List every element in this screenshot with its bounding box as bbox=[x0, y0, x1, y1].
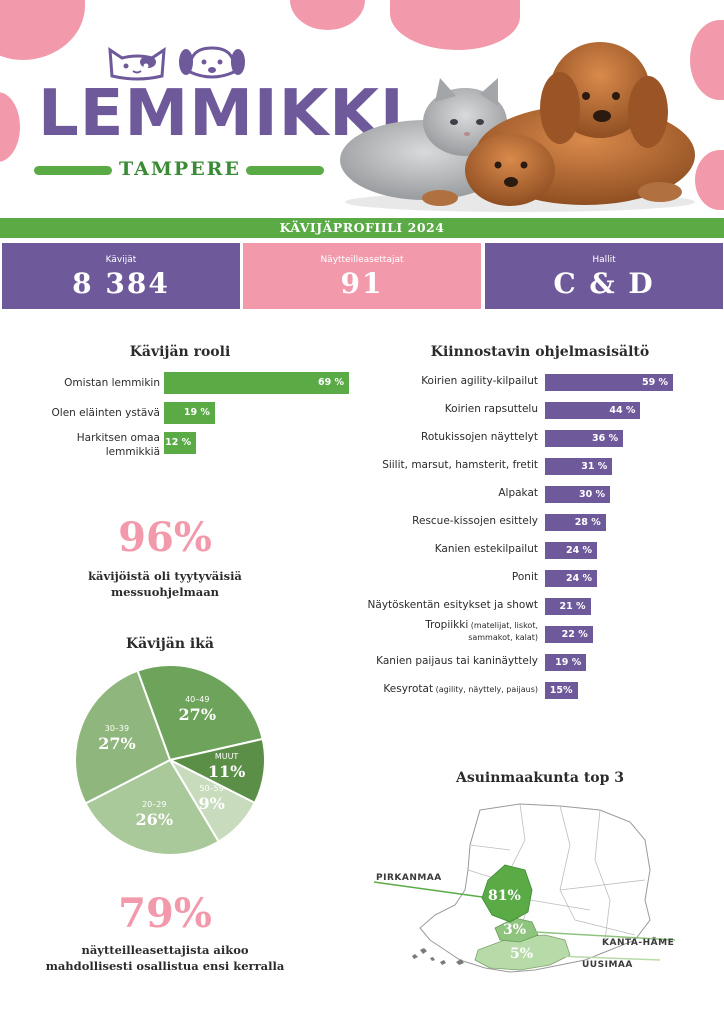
exhibitor-caption: näytteilleasettajista aikoo mahdollisest… bbox=[30, 942, 300, 974]
pirkanmaa-leader-line bbox=[373, 881, 483, 898]
stat-card-exhibitors: Näytteilleasettajat 91 bbox=[243, 243, 481, 309]
logo-subtitle: TAMPERE bbox=[119, 158, 241, 180]
pie-slice-value: 9% bbox=[199, 794, 225, 813]
stat-label: Hallit bbox=[592, 255, 616, 265]
kitten-and-puppy-photo bbox=[340, 42, 695, 212]
region-label-kanta-hame: KANTA-HÄME bbox=[602, 937, 674, 948]
region-pirkanmaa-shape bbox=[481, 864, 533, 923]
region-label-uusimaa: UUSIMAA bbox=[582, 960, 633, 970]
program-bar-label: Tropiikki (matelijat, liskot, sammakot, k… bbox=[425, 619, 538, 642]
region-title: Asuinmaakunta top 3 bbox=[455, 770, 625, 786]
pie-slice-category: 40–49 bbox=[185, 695, 209, 704]
pie-slice-category: MUUT bbox=[215, 752, 239, 761]
role-bar: 12 % bbox=[164, 432, 197, 454]
lemmikki-logo: LEMMIKKI TAMPERE bbox=[30, 38, 404, 188]
program-bar-label: Alpakat bbox=[498, 487, 538, 499]
program-bar-label: Koirien agility-kilpailut bbox=[421, 375, 538, 387]
role-bar-label: Olen eläinten ystävä bbox=[51, 407, 160, 419]
pie-slice-category: 30–39 bbox=[105, 724, 129, 733]
program-bar: 30 % bbox=[545, 486, 611, 503]
program-bar: 44 % bbox=[545, 402, 641, 419]
pie-slice-value: 11% bbox=[208, 762, 245, 781]
program-bar-label: Rotukissojen näyttelyt bbox=[421, 431, 538, 443]
cat-dog-logo-icon bbox=[108, 46, 245, 81]
program-bar: 24 % bbox=[545, 542, 598, 559]
role-bar: 69 % bbox=[164, 372, 349, 394]
program-bar-label: Rescue-kissojen esittely bbox=[412, 515, 538, 527]
role-bar-label: Harkitsen omaa lemmikkiä bbox=[76, 432, 160, 458]
program-bar: 22 % bbox=[545, 626, 593, 643]
stat-card-halls: Hallit C & D bbox=[485, 243, 723, 309]
region-label-pirkanmaa: PIRKANMAA bbox=[376, 873, 442, 883]
program-bar: 36 % bbox=[545, 430, 624, 447]
pie-slice-value: 27% bbox=[98, 734, 135, 753]
region-value-pirkanmaa: 81% bbox=[488, 888, 521, 904]
region-value-uusimaa: 5% bbox=[510, 946, 533, 962]
program-bar: 15% bbox=[545, 682, 578, 699]
satisfaction-caption-line2: messuohjelmaan bbox=[110, 585, 220, 599]
pie-slice bbox=[136, 664, 264, 762]
program-bar-label: Kanien paijaus tai kaninäyttely bbox=[376, 655, 538, 667]
program-interest-title: Kiinnostavin ohjelmasisältö bbox=[430, 344, 650, 360]
pie-slice-category: 20–29 bbox=[142, 800, 166, 809]
stat-value: C & D bbox=[553, 267, 655, 300]
logo-bar-left bbox=[34, 166, 112, 175]
program-bar: 28 % bbox=[545, 514, 606, 531]
program-bar: 19 % bbox=[545, 654, 587, 671]
program-bar: 31 % bbox=[545, 458, 613, 475]
region-value-kanta-hame: 3% bbox=[503, 922, 526, 938]
stat-value: 91 bbox=[340, 267, 384, 300]
logo-bar-right bbox=[246, 166, 324, 175]
program-bar: 24 % bbox=[545, 570, 598, 587]
stat-label: Näytteilleasettajat bbox=[320, 255, 404, 265]
program-bar-label: Kesyrotat (agility, näyttely, paijaus) bbox=[383, 683, 538, 695]
satisfaction-caption-line1: kävijöistä oli tyytyväisiä bbox=[88, 569, 242, 583]
finland-region-map: PIRKANMAA KANTA-HÄME UUSIMAA 81% 3% 5% bbox=[373, 803, 676, 973]
stat-label: Kävijät bbox=[105, 255, 137, 265]
stat-value: 8 384 bbox=[72, 267, 170, 300]
visitor-age-title: Kävijän ikä bbox=[126, 636, 214, 652]
role-bar-label: Omistan lemmikin bbox=[64, 377, 160, 389]
archipelago-islands bbox=[412, 948, 464, 965]
pie-slice bbox=[167, 737, 266, 805]
pie-slice-value: 27% bbox=[179, 705, 216, 724]
logo-wordmark: LEMMIKKI bbox=[38, 77, 405, 151]
program-bar: 21 % bbox=[545, 598, 591, 615]
program-bar-label: Kanien estekilpailut bbox=[434, 543, 538, 555]
pie-slice-value: 26% bbox=[136, 810, 173, 829]
uusimaa-leader-line bbox=[554, 955, 661, 961]
visitor-profile-heading: KÄVIJÄPROFIILI 2024 bbox=[0, 218, 724, 238]
program-bar-label: Siilit, marsut, hamsterit, fretit bbox=[382, 459, 538, 471]
exhibitor-percent: 79% bbox=[118, 890, 212, 937]
satisfaction-caption: kävijöistä oli tyytyväisiä messuohjelmaa… bbox=[50, 568, 280, 600]
satisfaction-percent: 96% bbox=[118, 514, 212, 561]
program-bar-label: Ponit bbox=[511, 571, 538, 583]
stat-card-visitors: Kävijät 8 384 bbox=[2, 243, 240, 309]
pie-slice bbox=[84, 758, 221, 856]
program-bar-label: Näytöskentän esitykset ja showt bbox=[367, 599, 538, 611]
pink-blob-left bbox=[0, 92, 20, 162]
kanta-hame-leader-line bbox=[534, 931, 676, 941]
exhibitor-caption-line1: näytteilleasettajista aikoo bbox=[81, 943, 249, 957]
pie-slice-category: 50–59 bbox=[200, 784, 224, 793]
program-bar-label: Koirien rapsuttelu bbox=[444, 403, 538, 415]
pie-slice bbox=[74, 669, 172, 805]
exhibitor-caption-line2: mahdollisesti osallistua ensi kerralla bbox=[45, 959, 285, 973]
visitor-role-title: Kävijän rooli bbox=[129, 344, 231, 360]
pink-blob-top-center bbox=[290, 0, 365, 30]
program-bar: 59 % bbox=[545, 374, 673, 391]
role-bar: 19 % bbox=[164, 402, 215, 424]
